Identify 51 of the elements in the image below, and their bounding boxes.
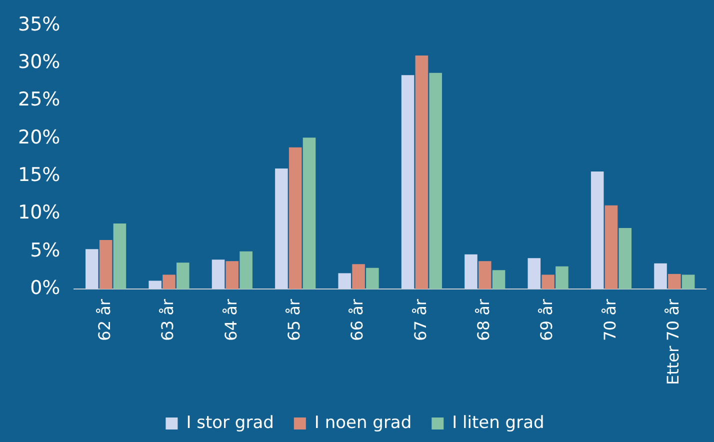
bar: [99, 240, 112, 290]
bar: [352, 264, 365, 290]
bar: [226, 261, 239, 290]
legend-label: I liten grad: [452, 412, 544, 433]
x-tick-label: 70 år: [600, 298, 620, 341]
y-tick-label: 30%: [18, 50, 60, 73]
bar: [288, 147, 302, 290]
y-tick-label: 5%: [30, 239, 60, 262]
bar: [338, 273, 352, 290]
bar: [682, 274, 695, 290]
bar: [429, 72, 442, 290]
bar: [302, 138, 316, 290]
x-tick-label: 67 år: [410, 298, 430, 341]
y-tick-label: 15%: [18, 164, 60, 186]
bar: [86, 249, 98, 290]
y-tick-label: 20%: [18, 126, 60, 148]
bar: [212, 260, 225, 290]
legend-label: I stor grad: [186, 412, 274, 433]
bar: [148, 280, 162, 290]
bar: [162, 274, 176, 290]
y-tick-label: 25%: [18, 88, 60, 111]
bar: [478, 261, 492, 290]
bar: [366, 268, 379, 290]
bar: [176, 262, 190, 290]
bar: [275, 168, 288, 290]
legend-label: I noen grad: [314, 412, 412, 433]
bar: [492, 270, 506, 290]
bar: [464, 254, 478, 290]
x-tick-label: 62 år: [94, 298, 114, 341]
y-tick-label: 35%: [18, 13, 60, 36]
x-tick-label: 69 år: [537, 298, 556, 341]
bar: [556, 266, 568, 290]
x-tick-label: 63 år: [158, 298, 178, 341]
y-tick-label: 0%: [30, 276, 60, 299]
x-tick-label: 65 år: [284, 298, 304, 341]
y-tick-label: 10%: [18, 202, 60, 224]
bar: [590, 172, 604, 290]
bar: [240, 251, 252, 290]
bar: [542, 274, 554, 290]
x-tick-label: 64 år: [221, 298, 240, 341]
bar: [401, 75, 414, 290]
x-tick-label: 68 år: [474, 298, 494, 341]
bar: [604, 205, 618, 290]
bar: [618, 228, 632, 290]
x-tick-label: Etter 70 år: [664, 298, 683, 386]
bar: [654, 263, 667, 290]
bar: [415, 56, 428, 290]
bar: [113, 223, 126, 290]
bar: [528, 258, 541, 290]
bar: [668, 274, 681, 290]
x-tick-label: 66 år: [348, 298, 367, 341]
